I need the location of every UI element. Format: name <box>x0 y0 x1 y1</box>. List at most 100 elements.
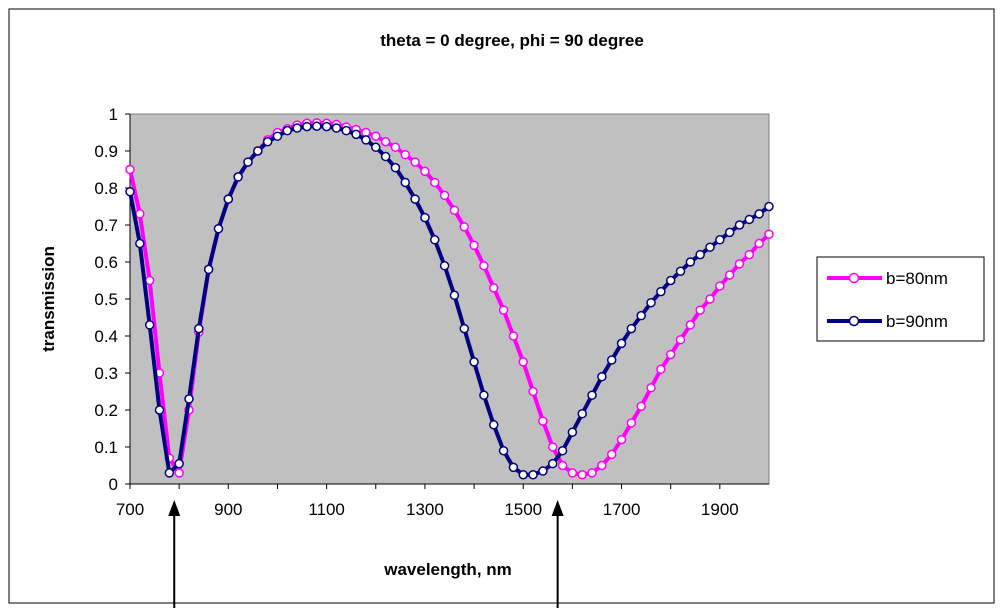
x-tick-label: 1500 <box>504 500 542 519</box>
legend-label: b=90nm <box>886 312 948 331</box>
data-point <box>627 419 635 427</box>
data-point <box>234 173 242 181</box>
x-tick-label: 1300 <box>406 500 444 519</box>
x-tick-label: 1900 <box>701 500 739 519</box>
data-point <box>136 210 144 218</box>
data-point <box>155 406 163 414</box>
legend-label: b=80nm <box>886 269 948 288</box>
y-axis-title: transmission <box>39 246 58 352</box>
data-point <box>608 450 616 458</box>
data-point <box>637 402 645 410</box>
data-point <box>529 388 537 396</box>
data-point <box>264 138 272 146</box>
data-point <box>283 127 291 135</box>
data-point <box>706 243 714 251</box>
data-point <box>214 225 222 233</box>
legend-swatch-marker <box>850 317 859 326</box>
data-point <box>706 295 714 303</box>
data-point <box>332 124 340 132</box>
y-tick-label: 0.7 <box>94 216 118 235</box>
data-point <box>765 230 773 238</box>
data-point <box>450 291 458 299</box>
data-point <box>470 358 478 366</box>
data-point <box>441 191 449 199</box>
data-point <box>745 251 753 259</box>
data-point <box>146 277 154 285</box>
data-point <box>716 282 724 290</box>
data-point <box>470 241 478 249</box>
data-point <box>559 447 567 455</box>
data-point <box>411 195 419 203</box>
x-tick-label: 700 <box>116 500 144 519</box>
y-tick-label: 0.2 <box>94 401 118 420</box>
x-tick-label: 1100 <box>308 500 345 519</box>
data-point <box>362 136 370 144</box>
data-point <box>401 151 409 159</box>
x-axis-title: wavelength, nm <box>383 560 512 579</box>
data-point <box>244 158 252 166</box>
data-point <box>509 332 517 340</box>
data-point <box>618 436 626 444</box>
data-point <box>411 158 419 166</box>
data-point <box>736 221 744 229</box>
y-tick-label: 0.9 <box>94 142 118 161</box>
data-point <box>657 288 665 296</box>
data-point <box>175 469 183 477</box>
data-point <box>765 203 773 211</box>
data-point <box>500 447 508 455</box>
data-point <box>598 373 606 381</box>
data-point <box>195 325 203 333</box>
data-point <box>401 178 409 186</box>
data-point <box>588 469 596 477</box>
data-point <box>578 410 586 418</box>
y-tick-label: 0.6 <box>94 253 118 272</box>
data-point <box>608 356 616 364</box>
data-point <box>126 188 134 196</box>
data-point <box>716 236 724 244</box>
data-point <box>460 223 468 231</box>
y-tick-label: 0 <box>109 475 118 494</box>
data-point <box>342 127 350 135</box>
data-point <box>677 267 685 275</box>
data-point <box>529 471 537 479</box>
data-point <box>618 339 626 347</box>
data-point <box>677 336 685 344</box>
data-point <box>627 325 635 333</box>
data-point <box>382 153 390 161</box>
data-point <box>136 240 144 248</box>
data-point <box>686 321 694 329</box>
data-point <box>431 236 439 244</box>
data-point <box>126 166 134 174</box>
data-point <box>696 251 704 259</box>
data-point <box>372 132 380 140</box>
data-point <box>637 312 645 320</box>
data-point <box>254 147 262 155</box>
data-point <box>667 277 675 285</box>
x-tick-label: 1700 <box>603 500 641 519</box>
data-point <box>539 467 547 475</box>
data-point <box>205 265 213 273</box>
data-point <box>382 138 390 146</box>
data-point <box>509 463 517 471</box>
data-point <box>549 460 557 468</box>
data-point <box>500 306 508 314</box>
data-point <box>647 299 655 307</box>
data-point <box>185 395 193 403</box>
y-tick-label: 0.8 <box>94 179 118 198</box>
legend-swatch-marker <box>850 274 859 283</box>
legend: b=80nm b=90nm <box>817 257 984 341</box>
data-point <box>480 391 488 399</box>
data-point <box>726 271 734 279</box>
data-point <box>175 460 183 468</box>
data-point <box>667 351 675 359</box>
y-tick-label: 0.3 <box>94 364 118 383</box>
y-tick-label: 1 <box>109 105 118 124</box>
data-point <box>352 130 360 138</box>
data-point <box>391 164 399 172</box>
y-tick-label: 0.4 <box>94 327 118 346</box>
data-point <box>745 215 753 223</box>
data-point <box>391 143 399 151</box>
plot-area <box>130 114 769 484</box>
data-point <box>450 206 458 214</box>
